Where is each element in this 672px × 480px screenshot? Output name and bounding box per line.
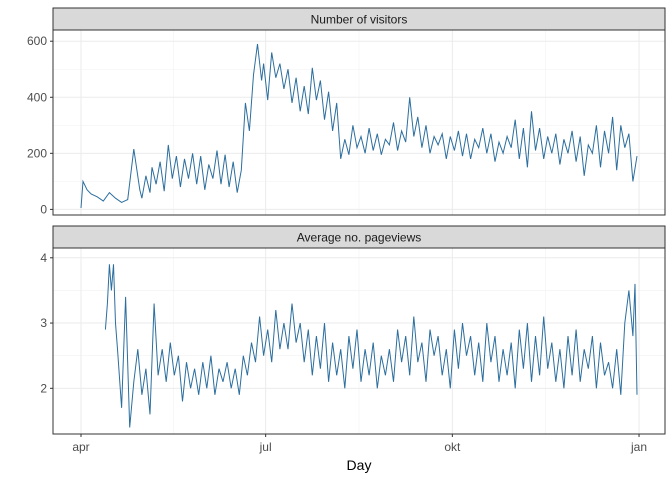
panel-pageviews: Average no. pageviews 2 3 4 bbox=[40, 225, 666, 435]
y-tick-label: 200 bbox=[27, 146, 47, 160]
x-tick-label: jul bbox=[259, 440, 272, 454]
x-axis-title: Day bbox=[347, 457, 372, 473]
panel-pageviews-grid bbox=[53, 248, 665, 434]
panel-visitors-grid bbox=[53, 30, 665, 215]
x-tick-label: jan bbox=[630, 440, 647, 454]
x-tick-label: okt bbox=[444, 440, 461, 454]
y-tick-label: 3 bbox=[40, 316, 47, 330]
panel-pageviews-title: Average no. pageviews bbox=[297, 231, 422, 245]
x-tick-label: apr bbox=[72, 440, 89, 454]
panel-pageviews-y-axis: 2 3 4 bbox=[40, 251, 53, 395]
panel-pageviews-border bbox=[52, 247, 666, 435]
panel-visitors-border bbox=[52, 29, 666, 216]
panel-visitors-y-axis: 0 200 400 600 bbox=[27, 34, 53, 216]
pageviews-series-line bbox=[104, 264, 638, 428]
y-tick-label: 0 bbox=[40, 202, 47, 216]
y-tick-label: 4 bbox=[40, 251, 47, 265]
y-tick-label: 400 bbox=[27, 90, 47, 104]
x-axis: apr jul okt jan bbox=[72, 434, 647, 454]
visitors-series-line bbox=[80, 43, 638, 209]
y-tick-label: 2 bbox=[40, 381, 47, 395]
panel-visitors-title: Number of visitors bbox=[311, 13, 408, 27]
y-tick-label: 600 bbox=[27, 34, 47, 48]
panel-visitors: Number of visitors 0 200 400 600 bbox=[27, 7, 666, 216]
